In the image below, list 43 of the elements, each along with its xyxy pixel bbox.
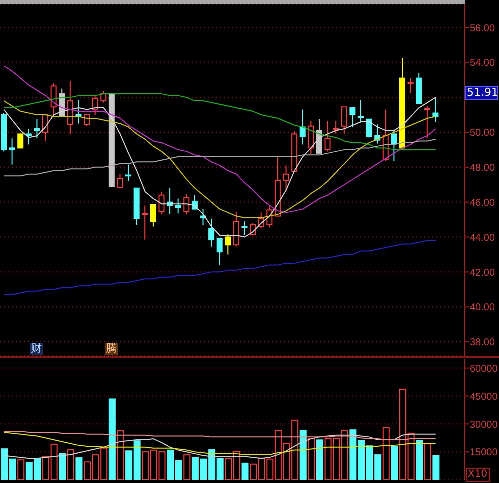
bar [416,440,424,480]
bar [117,430,124,480]
candlestick [142,205,148,240]
bar [316,440,324,480]
y-tick-label: 38.00 [470,338,496,349]
bar [308,438,316,480]
y-tick-label: 48.00 [470,163,496,174]
annotation: 财 [31,342,42,355]
y-tick-label: 40.00 [470,302,496,314]
annotation: 腾 [106,342,117,355]
y-tick-label: 56.00 [470,23,496,34]
candlestick [9,138,16,166]
y-tick-label: 46.00 [470,198,496,209]
bar [18,460,25,480]
y-tick-label: 15000 [470,448,498,459]
y-tick-label: 30000 [470,420,498,431]
bar [432,455,440,480]
text: X10 [468,469,488,480]
candlestick [208,218,215,248]
bar [391,446,398,480]
y-tick-label: 60000 [470,364,498,375]
bar [424,444,432,480]
candlestick [300,109,306,146]
line-series [4,434,436,460]
bar [242,462,249,480]
bar [184,454,191,480]
y-tick-label: 50.00 [470,128,496,140]
bar [67,450,74,480]
line-series [4,240,436,296]
bar [300,430,307,480]
y-tick-label: 45000 [470,392,498,403]
y-tick-label: 54.00 [470,58,496,70]
bar [108,398,116,480]
bar [382,427,390,480]
text: 51.91 [467,86,498,99]
line-series [4,431,436,440]
bar [76,458,83,480]
y-tick-label: 44.00 [470,232,496,244]
line-series [4,432,436,456]
y-tick-label: 42.00 [470,268,496,279]
bar [59,453,66,480]
line-series [4,66,436,214]
candlestick [283,165,290,191]
